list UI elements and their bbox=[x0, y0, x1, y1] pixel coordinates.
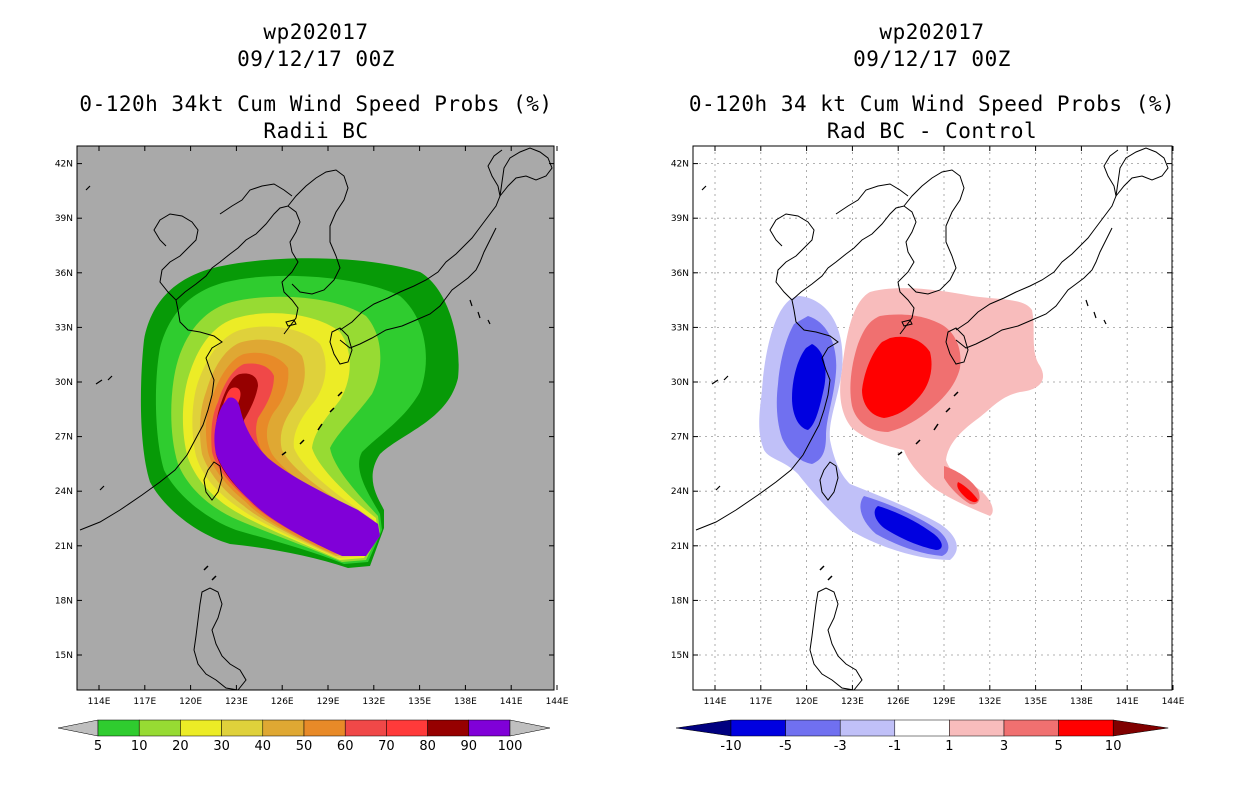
right-title-subtitle: Rad BC - Control bbox=[826, 119, 1038, 143]
colorbar-label: 10 bbox=[131, 739, 148, 754]
lat-label: 30N bbox=[671, 378, 689, 388]
left-title-storm-id: wp202017 bbox=[263, 20, 369, 44]
lon-label: 141E bbox=[1116, 697, 1139, 707]
lat-label: 33N bbox=[671, 323, 689, 333]
lon-label: 132E bbox=[362, 697, 385, 707]
lat-label: 42N bbox=[55, 160, 73, 170]
colorbar-label: -5 bbox=[779, 739, 792, 754]
lon-label: 120E bbox=[795, 697, 818, 707]
colorbar-label: 70 bbox=[378, 739, 395, 754]
left-colorbar: 5 10 20 30 40 50 60 70 80 90 100 bbox=[57, 719, 551, 754]
lon-label: 129E bbox=[933, 697, 956, 707]
lon-label: 138E bbox=[454, 697, 477, 707]
lat-label: 21N bbox=[671, 542, 689, 552]
lon-label: 129E bbox=[317, 697, 340, 707]
right-title-storm-id: wp202017 bbox=[879, 20, 985, 44]
colorbar-swatch bbox=[839, 719, 896, 737]
right-title-date: 09/12/17 00Z bbox=[853, 47, 1011, 71]
lon-label: 120E bbox=[179, 697, 202, 707]
lat-label: 15N bbox=[55, 651, 73, 661]
lat-label: 39N bbox=[671, 214, 689, 224]
right-axes: 15N 18N 21N 24N 27N 30N 33N 36N 39N 42N 114E 117E 12… bbox=[671, 146, 1185, 707]
colorbar-label: 5 bbox=[94, 739, 102, 754]
colorbar-swatch bbox=[221, 719, 264, 737]
colorbar-swatch bbox=[262, 719, 305, 737]
right-map-panel: 15N 18N 21N 24N 27N 30N 33N 36N 39N 42N 114E 117E 12… bbox=[671, 145, 1185, 707]
lat-label: 24N bbox=[671, 487, 689, 497]
lon-label: 144E bbox=[1162, 697, 1185, 707]
colorbar-label: 50 bbox=[296, 739, 313, 754]
colorbar-label: 3 bbox=[1000, 739, 1008, 754]
colorbar-label: 40 bbox=[255, 739, 272, 754]
colorbar-label: 80 bbox=[419, 739, 436, 754]
colorbar-label: -10 bbox=[720, 739, 741, 754]
right-title-product: 0-120h 34 kt Cum Wind Speed Probs (%) bbox=[688, 92, 1176, 116]
lat-label: 42N bbox=[671, 160, 689, 170]
lat-label: 15N bbox=[671, 651, 689, 661]
lon-label: 135E bbox=[408, 697, 431, 707]
colorbar-label: 1 bbox=[945, 739, 953, 754]
colorbar-swatch bbox=[894, 719, 950, 737]
lon-label: 138E bbox=[1070, 697, 1093, 707]
colorbar-swatch bbox=[1058, 719, 1114, 737]
lon-label: 123E bbox=[841, 697, 864, 707]
colorbar-label: 30 bbox=[213, 739, 230, 754]
left-probability-contours bbox=[140, 258, 459, 568]
lon-label: 141E bbox=[500, 697, 523, 707]
right-colorbar: -10 -5 -3 -1 1 3 5 10 bbox=[675, 719, 1169, 754]
colorbar-swatch bbox=[138, 719, 181, 737]
lon-label: 117E bbox=[749, 697, 772, 707]
colorbar-label: 100 bbox=[498, 739, 523, 754]
lat-label: 27N bbox=[55, 433, 73, 443]
colorbar-swatch bbox=[97, 719, 140, 737]
colorbar-label: 5 bbox=[1054, 739, 1062, 754]
colorbar-swatch bbox=[344, 719, 387, 737]
colorbar-label: 90 bbox=[461, 739, 478, 754]
lat-label: 18N bbox=[55, 596, 73, 606]
lat-label: 24N bbox=[55, 487, 73, 497]
colorbar-swatch bbox=[427, 719, 470, 737]
lon-label: 126E bbox=[887, 697, 910, 707]
left-axes: 15N 18N 21N 24N 27N 30N 33N 36N 39N 42N 114E 117E 12… bbox=[55, 146, 569, 707]
colorbar-label: 10 bbox=[1105, 739, 1122, 754]
lat-label: 36N bbox=[671, 269, 689, 279]
colorbar-swatch bbox=[386, 719, 428, 737]
left-title-subtitle: Radii BC bbox=[263, 119, 369, 143]
colorbar-low-arrow bbox=[675, 719, 732, 737]
colorbar-low-arrow bbox=[57, 719, 99, 737]
colorbar-swatch bbox=[468, 719, 511, 737]
colorbar-swatch bbox=[303, 719, 346, 737]
lat-label: 36N bbox=[55, 269, 73, 279]
colorbar-high-arrow bbox=[1112, 719, 1169, 737]
colorbar-swatch bbox=[180, 719, 222, 737]
lon-label: 117E bbox=[133, 697, 156, 707]
colorbar-label: 20 bbox=[172, 739, 189, 754]
lon-label: 126E bbox=[271, 697, 294, 707]
colorbar-swatch bbox=[785, 719, 841, 737]
colorbar-label: 60 bbox=[337, 739, 354, 754]
left-map-panel: 15N 18N 21N 24N 27N 30N 33N 36N 39N 42N 114E 117E 12… bbox=[55, 145, 569, 707]
lon-label: 114E bbox=[88, 697, 111, 707]
colorbar-swatch bbox=[730, 719, 786, 737]
colorbar-swatch bbox=[1003, 719, 1059, 737]
lat-label: 33N bbox=[55, 323, 73, 333]
colorbar-label: -3 bbox=[834, 739, 847, 754]
lon-label: 135E bbox=[1024, 697, 1047, 707]
lat-label: 27N bbox=[671, 433, 689, 443]
colorbar-label: -1 bbox=[888, 739, 901, 754]
lon-label: 123E bbox=[225, 697, 248, 707]
lon-label: 132E bbox=[978, 697, 1001, 707]
lon-label: 144E bbox=[546, 697, 569, 707]
left-title-product: 0-120h 34kt Cum Wind Speed Probs (%) bbox=[79, 92, 553, 116]
lat-label: 21N bbox=[55, 542, 73, 552]
colorbar-swatch bbox=[949, 719, 1005, 737]
lon-label: 114E bbox=[704, 697, 727, 707]
lat-label: 39N bbox=[55, 214, 73, 224]
left-title-date: 09/12/17 00Z bbox=[237, 47, 395, 71]
lat-label: 30N bbox=[55, 378, 73, 388]
lat-label: 18N bbox=[671, 596, 689, 606]
colorbar-high-arrow bbox=[509, 719, 551, 737]
right-difference-contours bbox=[759, 288, 1044, 560]
